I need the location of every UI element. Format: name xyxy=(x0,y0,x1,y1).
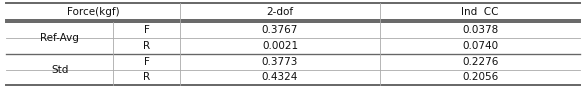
Text: 0.2276: 0.2276 xyxy=(462,57,498,67)
Text: 0.3773: 0.3773 xyxy=(262,57,298,67)
Text: 0.2056: 0.2056 xyxy=(462,72,498,82)
Text: 2-dof: 2-dof xyxy=(267,7,294,17)
Text: Std: Std xyxy=(51,65,69,75)
Text: Ref-Avg: Ref-Avg xyxy=(40,33,79,43)
Text: 0.0378: 0.0378 xyxy=(462,25,498,35)
Text: 0.0021: 0.0021 xyxy=(262,41,298,51)
Text: F: F xyxy=(144,57,149,67)
Text: 0.3767: 0.3767 xyxy=(262,25,298,35)
Text: 0.4324: 0.4324 xyxy=(262,72,298,82)
Text: Force(kgf): Force(kgf) xyxy=(67,7,119,17)
Text: F: F xyxy=(144,25,149,35)
Text: R: R xyxy=(143,72,150,82)
Text: Ind  CC: Ind CC xyxy=(461,7,499,17)
Text: R: R xyxy=(143,41,150,51)
Text: 0.0740: 0.0740 xyxy=(462,41,498,51)
